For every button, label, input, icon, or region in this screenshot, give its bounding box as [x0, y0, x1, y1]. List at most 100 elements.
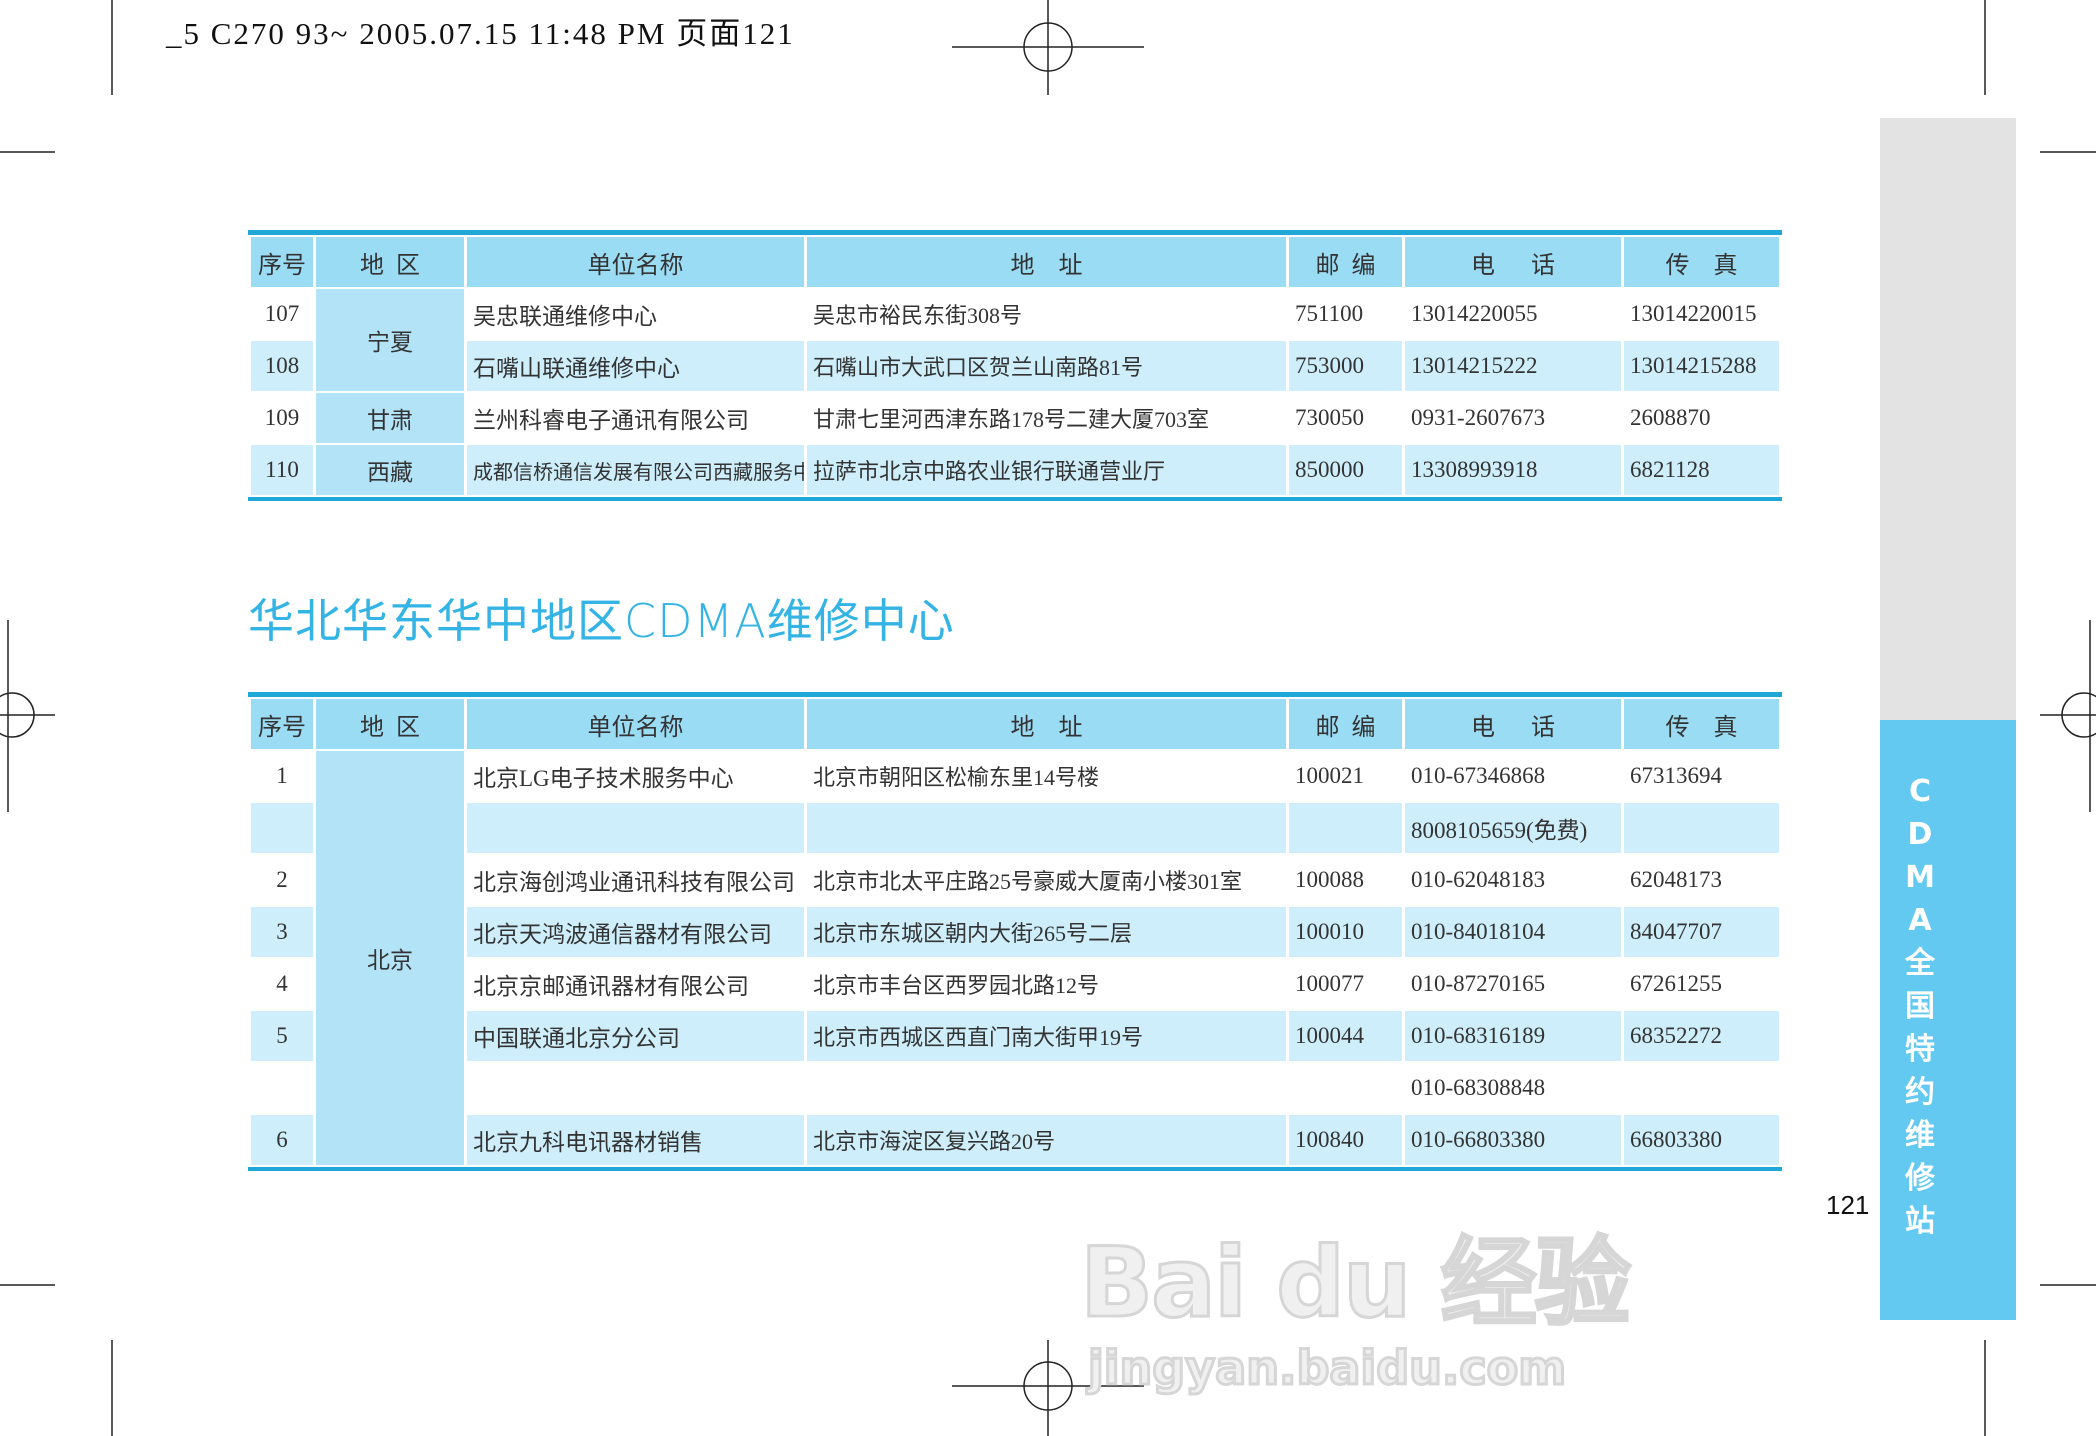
- cell-phone: 13308993918: [1405, 445, 1621, 495]
- sidebar-char: 站: [1905, 1204, 1935, 1239]
- table-row: 8008105659(免费): [251, 803, 1779, 853]
- cell-zip: 100088: [1295, 867, 1364, 892]
- registration-mark-bottom: [952, 1340, 1144, 1436]
- cell-name: 石嘴山联通维修中心: [467, 341, 804, 391]
- table-row: 3 北京天鸿波通信器材有限公司 北京市东城区朝内大街265号二层 100010 010-…: [251, 907, 1779, 957]
- cell-phone: 010-68308848: [1411, 1075, 1546, 1100]
- cell-no: 3: [251, 907, 313, 957]
- cell-fax: 67261255: [1630, 971, 1722, 996]
- header-region: 地 区: [316, 699, 464, 749]
- sidebar-char: 全: [1905, 946, 1935, 981]
- cell-no: 110: [251, 445, 313, 495]
- cell-phone: 010-66803380: [1405, 1115, 1621, 1165]
- cell-address: 吴忠市裕民东街308号: [813, 303, 1023, 328]
- cell-region: 北京: [316, 751, 464, 1165]
- header-address: 地 址: [807, 699, 1286, 749]
- header-fax: 传 真: [1624, 699, 1779, 749]
- cell-phone: 0931-2607673: [1411, 405, 1546, 430]
- table-row: 5 中国联通北京分公司 北京市西城区西直门南大街甲19号 100044 010-6831…: [251, 1011, 1779, 1061]
- cell-no: 107: [264, 301, 300, 326]
- sidebar-char: 国: [1905, 989, 1935, 1024]
- sidebar-char: D: [1907, 817, 1933, 852]
- cell-zip: 730050: [1295, 405, 1364, 430]
- cell-name: [467, 803, 804, 853]
- cell-address: 北京市西城区西直门南大街甲19号: [807, 1011, 1286, 1061]
- cell-phone: 010-68316189: [1405, 1011, 1621, 1061]
- cell-phone: 8008105659(免费): [1405, 803, 1621, 853]
- cell-fax: 62048173: [1630, 867, 1722, 892]
- cell-no: 6: [251, 1115, 313, 1165]
- cell-no: 4: [276, 971, 288, 996]
- cell-name: 吴忠联通维修中心: [473, 304, 657, 329]
- print-slug: _5 C270 93~ 2005.07.15 11:48 PM 页面121: [166, 16, 795, 51]
- cell-phone: 010-67346868: [1411, 763, 1546, 788]
- cell-fax: 68352272: [1624, 1011, 1779, 1061]
- cell-no: [251, 1063, 313, 1113]
- cell-phone: 010-84018104: [1405, 907, 1621, 957]
- cell-name: 北京九科电讯器材销售: [467, 1115, 804, 1165]
- cell-fax: [1624, 803, 1779, 853]
- registration-mark-top: [952, 0, 1144, 95]
- cell-address: 北京市朝阳区松榆东里14号楼: [813, 765, 1100, 790]
- cell-no: 108: [251, 341, 313, 391]
- table-row: 110 西藏 成都信桥通信发展有限公司西藏服务中心 拉萨市北京中路农业银行联通营业厅 8…: [251, 445, 1779, 495]
- cell-name: 中国联通北京分公司: [467, 1011, 804, 1061]
- header-phone: 电 话: [1405, 237, 1621, 287]
- cell-address: 拉萨市北京中路农业银行联通营业厅: [807, 445, 1286, 495]
- cell-phone: 13014215222: [1405, 341, 1621, 391]
- cell-zip: 100010: [1289, 907, 1402, 957]
- cell-name: 北京LG电子技术服务中心: [473, 766, 734, 791]
- header-zip: 邮 编: [1289, 237, 1402, 287]
- table-header-row: 序号地 区单位名称地 址邮 编电 话传 真: [251, 699, 1779, 749]
- cell-name: 北京海创鸿业通讯科技有限公司: [473, 870, 795, 895]
- table-row: 109 甘肃 兰州科睿电子通讯有限公司 甘肃七里河西津东路178号二建大厦703室 73…: [251, 393, 1779, 443]
- table-row: 4 北京京邮通讯器材有限公司 北京市丰台区西罗园北路12号 100077 010-872…: [251, 959, 1779, 1009]
- cell-phone: 010-62048183: [1411, 867, 1546, 892]
- table-row: 108 石嘴山联通维修中心 石嘴山市大武口区贺兰山南路81号 753000 130142…: [251, 341, 1779, 391]
- cell-fax: 67313694: [1630, 763, 1722, 788]
- cell-zip: 100077: [1295, 971, 1364, 996]
- sidebar-char: 约: [1905, 1075, 1935, 1110]
- table-row: 107 宁夏 吴忠联通维修中心 吴忠市裕民东街308号 751100 1301422005…: [251, 289, 1779, 391]
- cell-address: 北京市海淀区复兴路20号: [807, 1115, 1286, 1165]
- cell-region: 甘肃: [316, 393, 464, 443]
- sidebar-tab-blue: [1880, 720, 2016, 1320]
- sidebar-char: M: [1905, 860, 1935, 895]
- cell-zip: 100021: [1295, 763, 1364, 788]
- sidebar-char: C: [1908, 774, 1932, 809]
- table-row: 1 北京 北京LG电子技术服务中心 北京市朝阳区松榆东里14号楼 100021 010-6…: [251, 751, 1779, 1165]
- cell-zip: [1289, 803, 1402, 853]
- service-center-table-1: 序号地 区单位名称地 址邮 编电 话传 真 107 宁夏 吴忠联通维修中心 吴忠市裕民…: [248, 230, 1782, 501]
- sidebar-char: 维: [1905, 1118, 1935, 1153]
- cell-address: [807, 803, 1286, 853]
- header-no: 序号: [251, 237, 313, 287]
- cell-zip: 100840: [1289, 1115, 1402, 1165]
- sidebar-char: 特: [1905, 1032, 1935, 1067]
- registration-mark-right: [2040, 620, 2096, 812]
- registration-mark-left: [0, 620, 55, 812]
- cell-no: 1: [276, 763, 288, 788]
- cell-zip: [1289, 1063, 1402, 1113]
- cell-zip: 751100: [1295, 301, 1364, 326]
- header-address: 地 址: [807, 237, 1286, 287]
- cell-name: 北京天鸿波通信器材有限公司: [467, 907, 804, 957]
- cell-region: 宁夏: [316, 289, 464, 391]
- cell-fax: 66803380: [1624, 1115, 1779, 1165]
- cell-fax: 2608870: [1630, 405, 1711, 430]
- cell-phone: 010-87270165: [1411, 971, 1546, 996]
- cell-no: 109: [264, 405, 300, 430]
- page-number: 121: [1826, 1190, 1870, 1220]
- cell-fax: [1624, 1063, 1779, 1113]
- cell-address: 北京市东城区朝内大街265号二层: [807, 907, 1286, 957]
- cell-no: 5: [251, 1011, 313, 1061]
- table-row: 2 北京海创鸿业通讯科技有限公司 北京市北太平庄路25号豪威大厦南小楼301室 100…: [251, 855, 1779, 905]
- cell-address: [807, 1063, 1286, 1113]
- sidebar-char: A: [1908, 903, 1932, 938]
- cell-name: 北京京邮通讯器材有限公司: [473, 974, 749, 999]
- header-region: 地 区: [316, 237, 464, 287]
- table-row: 6 北京九科电讯器材销售 北京市海淀区复兴路20号 100840 010-6680338…: [251, 1115, 1779, 1165]
- cell-fax: 13014215288: [1624, 341, 1779, 391]
- cell-zip: 100044: [1289, 1011, 1402, 1061]
